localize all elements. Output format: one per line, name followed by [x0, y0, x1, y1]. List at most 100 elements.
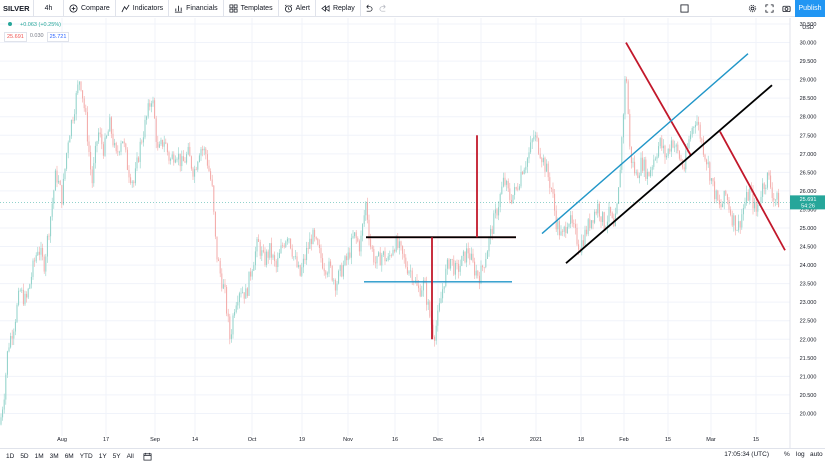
candle-body — [594, 211, 596, 223]
trend-line-red[interactable] — [719, 131, 786, 251]
candle-body — [662, 145, 664, 149]
trend-line-blue[interactable] — [541, 53, 749, 235]
candle-body — [2, 409, 4, 418]
range-1m[interactable]: 1M — [34, 453, 44, 460]
clock[interactable]: 17:05:34 (UTC) — [724, 451, 769, 458]
alert-button[interactable]: Alert — [279, 0, 316, 17]
x-tick-label: 14 — [478, 437, 484, 443]
fullscreen-button[interactable] — [762, 0, 776, 17]
candle-body — [531, 139, 533, 143]
candle-body — [544, 157, 546, 172]
candle-body — [525, 166, 527, 170]
range-3m[interactable]: 3M — [49, 453, 59, 460]
candle-body — [507, 181, 509, 189]
range-1y[interactable]: 1Y — [98, 453, 107, 460]
candle-body — [0, 417, 2, 425]
y-tick-label: 24.500 — [800, 245, 817, 251]
candle-body — [546, 163, 548, 172]
range-ytd[interactable]: YTD — [79, 453, 93, 460]
candle-body — [462, 251, 464, 256]
candle-body — [706, 159, 708, 165]
currency-label: USD — [802, 25, 814, 31]
range-5y[interactable]: 5Y — [112, 453, 121, 460]
candle-body — [755, 201, 757, 212]
candle-body — [149, 103, 151, 107]
alarm-clock-icon — [284, 4, 292, 12]
candle-body — [178, 153, 180, 160]
candle-body — [542, 157, 544, 163]
financials-button[interactable]: Financials — [169, 0, 224, 17]
range-6m[interactable]: 6M — [64, 453, 74, 460]
indicators-button[interactable]: Indicators — [116, 0, 170, 17]
candle-body — [437, 310, 439, 326]
candle-body — [381, 254, 383, 266]
candle-body — [234, 311, 236, 316]
undo-button[interactable] — [361, 0, 376, 17]
candle-body — [627, 81, 629, 114]
candle-body — [117, 151, 119, 153]
candle-body — [566, 226, 568, 234]
candle-body — [774, 199, 776, 201]
candle-body — [680, 158, 682, 161]
time-axis[interactable]: Aug 17 Sep 14 Oct 19 Nov 16 Dec 14 2021 18 Feb 15 Mar 1… — [57, 437, 759, 443]
candle-body — [491, 228, 493, 234]
candle-body — [422, 280, 424, 291]
buy-price[interactable]: 25.721 — [46, 32, 70, 42]
redo-button[interactable] — [376, 0, 391, 17]
candle-body — [678, 150, 680, 159]
range-all[interactable]: All — [126, 453, 134, 460]
candle-body — [163, 142, 165, 147]
indicators-label: Indicators — [132, 4, 164, 12]
candle-body — [341, 265, 343, 277]
candle-body — [730, 209, 732, 215]
trend-line-red[interactable] — [625, 42, 692, 157]
grid — [0, 18, 790, 436]
candle-body — [723, 190, 725, 204]
interval-button[interactable]: 4h — [34, 0, 64, 17]
candle-body — [445, 268, 447, 287]
candle-body — [19, 290, 21, 292]
candle-body — [458, 263, 460, 272]
candle-body — [96, 141, 98, 146]
snapshot-button[interactable] — [779, 0, 793, 17]
plus-circle-icon — [69, 3, 78, 13]
replay-button[interactable]: Replay — [316, 0, 361, 17]
candle-body — [38, 251, 40, 255]
templates-button[interactable]: Templates — [224, 0, 279, 17]
candle-body — [469, 253, 471, 260]
candle-body — [134, 168, 136, 184]
candle-body — [339, 265, 341, 271]
candle-body — [712, 178, 714, 182]
candle-body — [493, 213, 495, 234]
candle-body — [64, 168, 66, 179]
candle-body — [701, 138, 703, 141]
range-5d[interactable]: 5D — [20, 453, 29, 460]
calendar-icon[interactable] — [143, 452, 152, 461]
candle-body — [530, 142, 532, 153]
publish-button[interactable]: Publish — [795, 0, 825, 17]
candle-body — [568, 224, 570, 227]
candle-body — [368, 219, 370, 240]
price-axis[interactable]: 20.000 20.500 21.000 21.500 22.000 22.500 23.0… — [789, 18, 825, 448]
sell-price[interactable]: 25.691 — [4, 32, 27, 42]
candle-body — [162, 139, 164, 147]
compare-button[interactable]: Compare — [64, 0, 116, 17]
candle-body — [342, 264, 344, 277]
candle-body — [216, 236, 218, 260]
symbol-search-button[interactable]: SILVER — [0, 0, 34, 17]
price-chart[interactable]: 20.000 20.500 21.000 21.500 22.000 22.500 23.0… — [0, 18, 825, 448]
layout-button[interactable] — [677, 0, 691, 17]
candle-body — [760, 196, 762, 203]
percent-toggle[interactable]: % — [784, 451, 790, 458]
candle-body — [666, 155, 668, 158]
auto-toggle[interactable]: auto — [810, 451, 823, 458]
log-toggle[interactable]: log — [796, 451, 805, 458]
trend-line-black[interactable] — [565, 84, 773, 264]
candle-body — [488, 237, 490, 252]
x-tick-label: 19 — [299, 437, 305, 443]
settings-button[interactable] — [745, 0, 759, 17]
candle-body — [456, 263, 458, 264]
candle-body — [62, 178, 64, 205]
candle-body — [166, 143, 168, 153]
range-1d[interactable]: 1D — [6, 453, 15, 460]
